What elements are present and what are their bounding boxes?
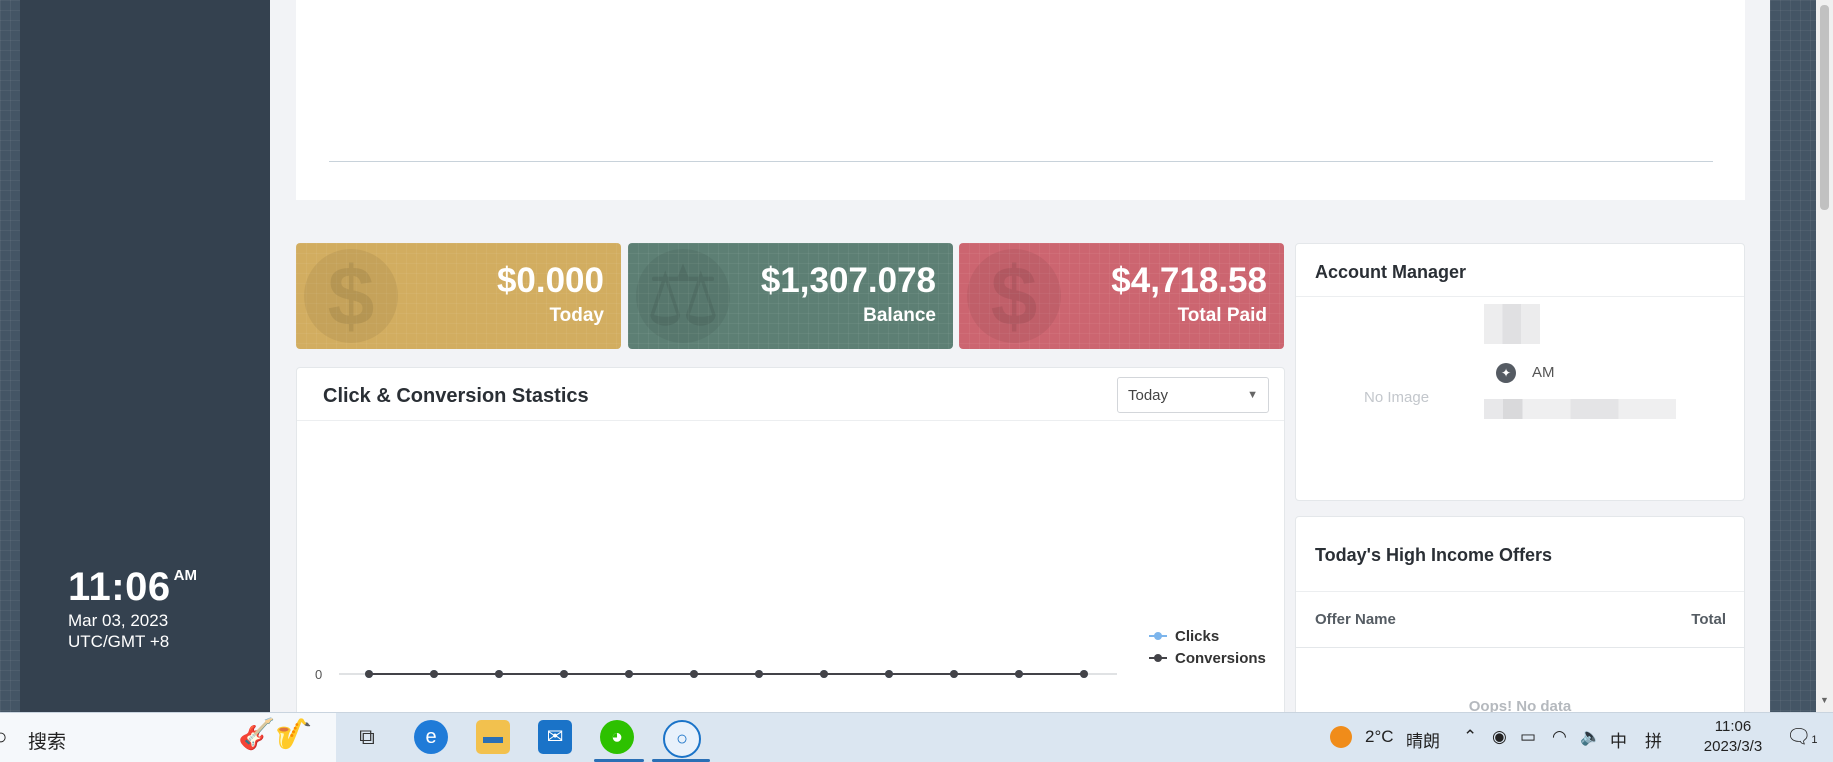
legend-label-conversions: Conversions	[1175, 650, 1266, 667]
account-manager-header: Account Manager	[1296, 244, 1744, 297]
period-select-value: Today	[1128, 387, 1169, 404]
stat-paid-label: Total Paid	[1177, 305, 1267, 326]
manager-contact-redacted	[1484, 399, 1676, 419]
battery-icon[interactable]: ▭	[1520, 727, 1537, 746]
stat-today-label: Today	[549, 305, 604, 326]
data-point-conversions	[430, 670, 438, 678]
data-point-conversions	[365, 670, 373, 678]
stat-today-card: $ $0.000 Today	[296, 243, 621, 349]
taskbar: ○ 搜索 🎸🎷 ⧉ e ▬ ✉ ◕ ○ 2°C 晴朗 ⌃ ◉ ▭ ◠ 🔈 中 拼…	[0, 712, 1833, 762]
line-chart: 0 Clicks Conversions	[315, 628, 1266, 682]
clock-time: 11:06	[68, 565, 171, 609]
clock-widget: 11:06 AM Mar 03, 2023 UTC/GMT +8	[68, 565, 197, 652]
scroll-down-arrow-icon[interactable]: ▼	[1820, 695, 1829, 705]
record-icon[interactable]: ◉	[1492, 727, 1507, 746]
data-point-conversions	[950, 670, 958, 678]
chevron-down-icon: ▼	[1247, 389, 1258, 401]
manager-photo-placeholder: No Image	[1364, 389, 1430, 406]
weather-text[interactable]: 晴朗	[1406, 732, 1440, 751]
offers-header: Today's High Income Offers	[1296, 517, 1744, 592]
y-tick-label: 0	[315, 667, 322, 682]
stat-paid-card: $ $4,718.58 Total Paid	[959, 243, 1284, 349]
data-point-conversions	[690, 670, 698, 678]
taskbar-clock[interactable]: 11:06 2023/3/3	[1690, 717, 1776, 757]
account-manager-card: Account Manager No Image ✦ AM	[1295, 243, 1745, 501]
dollar-icon: $	[967, 249, 1061, 343]
stat-balance-label: Balance	[863, 305, 936, 326]
taskbar-time: 11:06	[1714, 718, 1752, 735]
stat-today-amount: $0.000	[496, 261, 604, 300]
page-scrollbar[interactable]: ▼	[1816, 0, 1833, 712]
notification-icon[interactable]: 🗨1	[1786, 726, 1818, 748]
person-icon: ✦	[1496, 363, 1516, 383]
click-conversion-card: Click & Conversion Stastics Today ▼ 0 Cli…	[296, 367, 1285, 712]
search-icon: ○	[0, 724, 8, 749]
account-manager-title: Account Manager	[1315, 262, 1467, 282]
manager-name-redacted	[1484, 304, 1540, 344]
search-placeholder: 搜索	[28, 732, 67, 753]
data-point-conversions	[625, 670, 633, 678]
stat-balance-card: ⚖ $1,307.078 Balance	[628, 243, 953, 349]
data-point-conversions	[1080, 670, 1088, 678]
volume-icon[interactable]: 🔈	[1580, 727, 1602, 746]
ime-mode[interactable]: 拼	[1645, 732, 1662, 751]
weather-temp[interactable]: 2°C	[1365, 727, 1394, 746]
clock-timezone: UTC/GMT +8	[68, 632, 170, 651]
top-chart-card	[296, 0, 1745, 200]
period-select[interactable]: Today ▼	[1117, 377, 1269, 413]
legend-marker-clicks	[1154, 632, 1162, 640]
notification-count: 1	[1811, 734, 1818, 746]
clock-date: Mar 03, 2023	[68, 611, 169, 630]
offers-col-total: Total	[1691, 611, 1726, 628]
offers-title: Today's High Income Offers	[1315, 545, 1552, 565]
ime-language[interactable]: 中	[1610, 732, 1627, 751]
chart-card-header: Click & Conversion Stastics Today ▼	[297, 368, 1284, 421]
dashboard-page: $ $0.000 Today ⚖ $1,307.078 Balance $ $4…	[270, 0, 1770, 712]
offers-empty-text: Oops! No data	[1468, 698, 1572, 712]
stat-paid-amount: $4,718.58	[1111, 261, 1267, 300]
top-chart-axis	[329, 161, 1713, 162]
chart-card-title: Click & Conversion Stastics	[323, 385, 589, 407]
browser-app-icon[interactable]: ○	[663, 720, 701, 758]
offers-table-header: Offer Name Total	[1296, 591, 1744, 648]
offers-col-name: Offer Name	[1315, 611, 1396, 628]
stat-balance-amount: $1,307.078	[760, 261, 936, 300]
clock-ampm: AM	[173, 567, 197, 584]
wechat-icon[interactable]: ◕	[600, 720, 634, 754]
wifi-icon[interactable]: ◠	[1552, 727, 1567, 746]
search-highlight-image: 🎸🎷	[238, 718, 313, 751]
taskbar-search[interactable]: ○ 搜索 🎸🎷	[0, 713, 336, 762]
data-point-conversions	[755, 670, 763, 678]
legend-marker-conversions	[1154, 654, 1162, 662]
data-point-conversions	[885, 670, 893, 678]
file-explorer-icon[interactable]: ▬	[476, 720, 510, 754]
data-point-conversions	[495, 670, 503, 678]
dollar-icon: $	[304, 249, 398, 343]
task-view-icon[interactable]: ⧉	[359, 724, 375, 749]
data-point-conversions	[820, 670, 828, 678]
legend-label-clicks: Clicks	[1175, 628, 1219, 645]
scrollbar-thumb[interactable]	[1820, 5, 1829, 210]
manager-role: AM	[1532, 364, 1555, 381]
mail-icon[interactable]: ✉	[538, 720, 572, 754]
weather-sun-icon[interactable]	[1330, 726, 1352, 748]
edge-browser-icon[interactable]: e	[414, 720, 448, 754]
taskbar-date: 2023/3/3	[1703, 738, 1763, 755]
scale-icon: ⚖	[636, 249, 730, 343]
data-point-conversions	[1015, 670, 1023, 678]
chevron-up-icon[interactable]: ⌃	[1463, 727, 1478, 746]
high-income-offers-card: Today's High Income Offers Offer Name To…	[1295, 516, 1745, 712]
data-point-conversions	[560, 670, 568, 678]
clock-panel: 11:06 AM Mar 03, 2023 UTC/GMT +8	[20, 0, 270, 712]
